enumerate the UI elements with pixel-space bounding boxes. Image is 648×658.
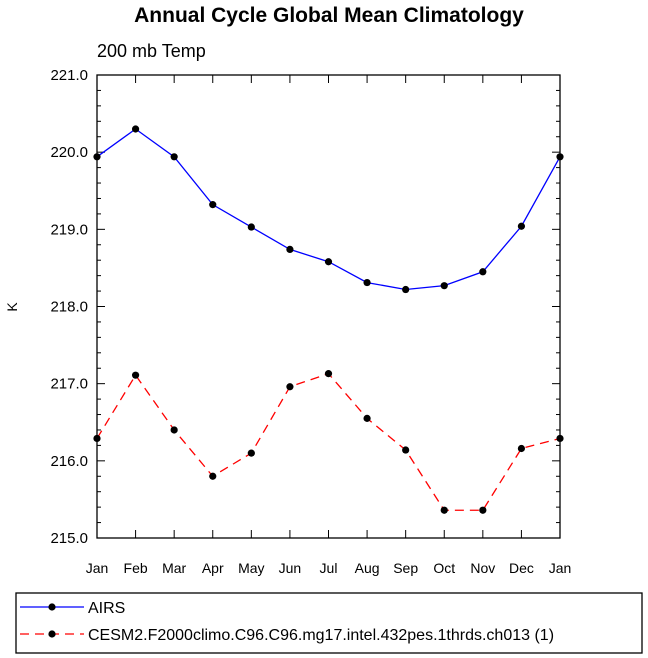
data-point [324, 258, 333, 266]
x-tick-label: Jun [279, 560, 302, 576]
data-point [479, 506, 487, 514]
data-point [247, 223, 255, 231]
data-point [402, 285, 410, 294]
y-axis-label: K [4, 302, 20, 312]
y-tick-label: 216.0 [50, 453, 88, 470]
x-tick-label: May [238, 560, 264, 576]
data-point [131, 371, 140, 379]
y-tick-label: 221.0 [50, 67, 88, 84]
y-tick-label: 219.0 [50, 221, 88, 238]
data-point [363, 414, 371, 422]
chart-subtitle: 200 mb Temp [97, 41, 206, 61]
data-point [286, 383, 294, 391]
legend-swatch-marker [48, 603, 56, 611]
y-tick-label: 218.0 [50, 299, 88, 316]
x-tick-label: Aug [355, 560, 380, 576]
data-point [556, 153, 564, 161]
data-point [440, 506, 448, 514]
data-point [93, 434, 101, 443]
x-tick-label: Apr [202, 560, 224, 576]
data-point [556, 434, 564, 443]
plot-frame [96, 74, 561, 539]
x-tick-label: Dec [509, 560, 534, 576]
data-point [209, 201, 217, 209]
data-point [170, 153, 178, 161]
y-tick-label: 215.0 [50, 530, 88, 547]
data-point [209, 472, 217, 480]
x-tick-label: Jan [549, 560, 572, 576]
chart-title: Annual Cycle Global Mean Climatology [134, 4, 524, 27]
data-point [93, 153, 101, 161]
data-point [479, 268, 487, 276]
legend: AIRS CESM2.F2000climo.C96.C96.mg17.intel.… [20, 600, 554, 644]
x-tick-label: Sep [393, 560, 418, 576]
series-line [96, 372, 561, 511]
data-point [247, 449, 255, 457]
data-point [324, 370, 333, 378]
data-point [440, 282, 448, 290]
x-tick-label: Jan [86, 560, 109, 576]
series-line [96, 128, 561, 291]
data-point [363, 278, 371, 287]
x-tick-label: Feb [124, 560, 148, 576]
data-point [402, 446, 410, 454]
legend-entry-label: CESM2.F2000climo.C96.C96.mg17.intel.432p… [88, 627, 554, 644]
legend-box [15, 592, 643, 654]
x-tick-label: Nov [470, 560, 495, 576]
y-tick-label: 217.0 [50, 376, 88, 393]
data-point [131, 125, 140, 133]
legend-entry-label: AIRS [88, 600, 125, 617]
x-tick-label: Jul [320, 560, 338, 576]
data-point [517, 444, 526, 453]
x-tick-label: Mar [162, 560, 186, 576]
axis-ticks: 215.0 216.0 217.0 218.0 219.0 220.0 221.0 Jan Fe… [50, 67, 571, 576]
data-point [170, 426, 178, 434]
x-tick-label: Oct [433, 560, 455, 576]
legend-swatch-marker [48, 630, 56, 638]
data-point [517, 222, 526, 230]
series-layer [93, 125, 564, 514]
y-tick-label: 220.0 [50, 144, 88, 161]
data-point [286, 245, 294, 253]
